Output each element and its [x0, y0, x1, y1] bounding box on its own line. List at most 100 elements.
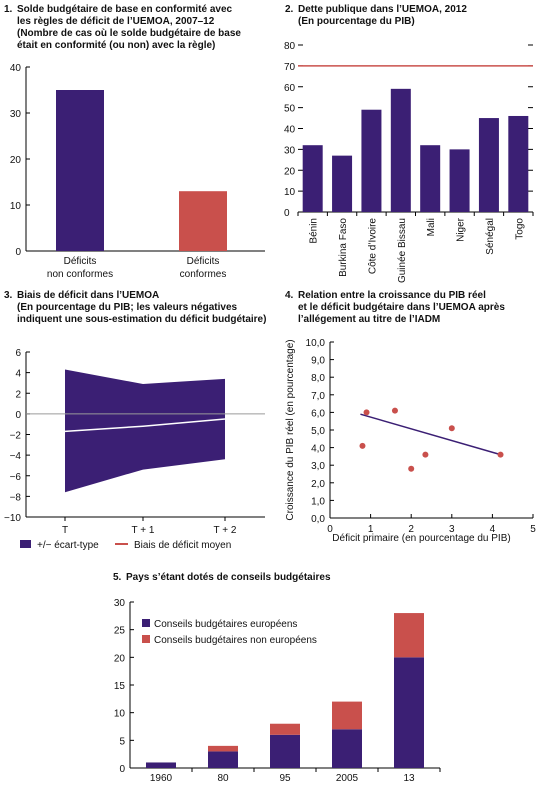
x-category-label: Guinée Bissau — [397, 218, 408, 283]
bar — [361, 109, 382, 212]
x-category-label: Bénin — [309, 218, 320, 244]
y-tick-label: 15 — [114, 681, 126, 692]
bar — [449, 149, 470, 212]
y-tick-label: −2 — [10, 431, 22, 442]
x-category-label: Déficits — [187, 256, 220, 267]
x-category-label: Niger — [456, 217, 467, 242]
x-category-label: non conformes — [47, 269, 113, 280]
x-category-label: T + 2 — [214, 525, 237, 536]
y-tick-label: 20 — [10, 155, 22, 166]
y-tick-label: −4 — [10, 451, 22, 462]
x-category-label: 2005 — [336, 773, 359, 782]
y-tick-label: 8,0 — [311, 373, 325, 384]
y-tick-label: 20 — [114, 653, 126, 664]
bar-segment — [270, 734, 300, 768]
x-category-label: 95 — [279, 773, 291, 782]
panel-number: 3. — [4, 290, 13, 301]
std-dev-band — [65, 369, 225, 493]
legend-label: Conseils budgétaires européens — [154, 619, 297, 630]
x-category-label: 13 — [403, 773, 415, 782]
bar-segment — [332, 701, 362, 730]
y-tick-label: 0 — [119, 764, 125, 775]
panel-title-line: l’allégement au titre de l’IADM — [298, 314, 440, 325]
legend-label: Biais de déficit moyen — [134, 540, 231, 551]
legend-label: +/− écart-type — [37, 540, 99, 551]
bar — [508, 115, 529, 212]
bar-segment — [270, 723, 300, 735]
y-tick-label: 7,0 — [311, 391, 325, 402]
trendline — [360, 413, 501, 456]
y-tick-label: 6,0 — [311, 408, 325, 419]
x-tick-label: 0 — [327, 524, 333, 535]
bar — [390, 88, 411, 212]
y-tick-label: 70 — [284, 62, 296, 73]
x-category-label: T — [62, 525, 68, 536]
panel-number: 5. — [113, 572, 122, 583]
y-tick-label: 5,0 — [311, 426, 325, 437]
panel-title-line: Dette publique dans l’UEMOA, 2012 — [298, 4, 467, 15]
x-category-label: Sénégal — [485, 218, 496, 255]
x-category-label: 1960 — [150, 773, 173, 782]
x-axis-label: Déficit primaire (en pourcentage du PIB) — [332, 533, 510, 544]
x-category-label: 80 — [217, 773, 229, 782]
y-tick-label: 40 — [10, 63, 22, 74]
x-tick-label: 4 — [490, 524, 496, 535]
panel-title-line: et le déficit budgétaire dans l’UEMOA ap… — [298, 302, 505, 313]
x-category-label: Togo — [514, 218, 525, 240]
scatter-point — [497, 451, 504, 458]
bar-segment — [208, 745, 238, 752]
bar — [420, 145, 441, 212]
y-axis-label: Croissance du PIB réel (en pourcentage) — [285, 339, 296, 520]
y-tick-label: 9,0 — [311, 356, 325, 367]
x-category-label: Côte d’Ivoire — [367, 218, 378, 275]
y-tick-label: 0 — [284, 208, 290, 219]
panel-title-line: (Nombre de cas où le solde budgétaire de… — [17, 28, 241, 39]
y-tick-label: 4,0 — [311, 444, 325, 455]
x-category-label: Déficits — [64, 256, 97, 267]
y-tick-label: 60 — [284, 83, 296, 94]
panel-title-line: (En pourcentage du PIB; les valeurs néga… — [17, 302, 238, 313]
panel-number: 1. — [4, 4, 13, 15]
y-tick-label: 20 — [284, 166, 296, 177]
scatter-point — [363, 409, 370, 416]
panel-title-line: Biais de déficit dans l’UEMOA — [17, 290, 159, 301]
bar-segment — [394, 657, 424, 768]
y-tick-label: −6 — [10, 472, 22, 483]
x-category-label: T + 1 — [132, 525, 155, 536]
bar — [56, 90, 104, 251]
y-tick-label: 0 — [15, 247, 21, 258]
bar-segment — [208, 751, 238, 768]
y-tick-label: 1,0 — [311, 496, 325, 507]
y-tick-label: 2 — [15, 389, 21, 400]
y-tick-label: 10 — [284, 187, 296, 198]
x-category-label: conformes — [180, 269, 227, 280]
x-tick-label: 5 — [530, 524, 536, 535]
panel-title-line: indiquent une sous-estimation du déficit… — [17, 314, 266, 325]
y-tick-label: 10,0 — [306, 338, 326, 349]
legend-swatch-band — [20, 540, 31, 548]
x-category-label: Mali — [426, 218, 437, 236]
y-tick-label: −10 — [4, 513, 21, 524]
bar — [302, 145, 323, 212]
bar-segment — [146, 762, 176, 768]
y-tick-label: −8 — [10, 492, 22, 503]
scatter-point — [422, 451, 429, 458]
x-tick-label: 2 — [408, 524, 414, 535]
x-tick-label: 1 — [368, 524, 374, 535]
panel-title-line: Pays s’étant dotés de conseils budgétair… — [126, 572, 331, 583]
bar — [478, 118, 499, 212]
y-tick-label: 30 — [284, 145, 296, 156]
y-tick-label: 2,0 — [311, 479, 325, 490]
y-tick-label: 25 — [114, 626, 126, 637]
y-tick-label: 0,0 — [311, 514, 325, 525]
scatter-point — [391, 407, 398, 414]
y-tick-label: 50 — [284, 104, 296, 115]
scatter-point — [408, 465, 415, 472]
legend-label: Conseils budgétaires non européens — [154, 635, 317, 646]
y-tick-label: 30 — [114, 598, 126, 609]
mean-bias-line — [64, 418, 226, 433]
y-tick-label: 3,0 — [311, 461, 325, 472]
y-tick-label: 0 — [15, 410, 21, 421]
y-tick-label: 4 — [15, 369, 21, 380]
